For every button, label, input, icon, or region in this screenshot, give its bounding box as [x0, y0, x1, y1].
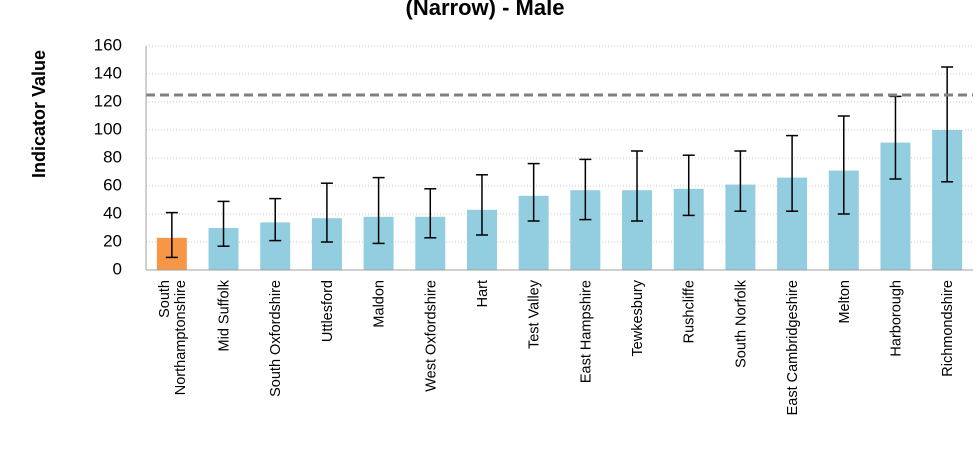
- error-bar: [527, 162, 540, 222]
- y-tick-label: 160: [94, 35, 122, 54]
- x-tick-label: East Hampshire: [578, 280, 594, 383]
- x-tick-label-line: East Hampshire: [578, 280, 594, 383]
- x-tick-label: SouthNorthamptonshire: [157, 280, 189, 395]
- x-tick-label: Melton: [837, 280, 853, 324]
- x-tick-label: Uttlesford: [320, 280, 336, 342]
- y-tick-label: 120: [94, 91, 122, 110]
- x-tick-label-line: Melton: [837, 280, 853, 324]
- error-bar: [786, 134, 799, 212]
- x-tick-label-line: Hart: [475, 280, 491, 307]
- x-tick-label: South Oxfordshire: [268, 280, 284, 397]
- error-bar: [682, 154, 695, 217]
- x-tick-label-line: Northamptonshire: [173, 280, 189, 395]
- error-bar: [631, 150, 644, 222]
- x-tick-label: East Cambridgeshire: [785, 280, 801, 415]
- x-tick-label-line: Richmondshire: [940, 280, 956, 377]
- x-tick-label-line: Tewkesbury: [630, 279, 646, 356]
- error-bar: [372, 176, 385, 245]
- y-tick-label: 0: [113, 259, 122, 278]
- category-labels: SouthNorthamptonshire Mid Suffolk South Ox…: [157, 279, 956, 415]
- error-bar: [475, 174, 488, 236]
- x-tick-label-line: Harborough: [888, 280, 904, 357]
- x-tick-label: Maldon: [372, 280, 388, 328]
- error-bar: [734, 150, 747, 212]
- error-bars: [165, 66, 954, 259]
- y-tick-label: 140: [94, 63, 122, 82]
- chart-title: (Narrow) - Male: [406, 0, 565, 20]
- error-bar: [269, 197, 282, 242]
- x-tick-label-line: Maldon: [372, 280, 388, 328]
- axes: [145, 46, 973, 271]
- x-tick-label: Harborough: [888, 280, 904, 357]
- x-tick-label: Test Valley: [527, 279, 543, 349]
- y-axis-label: Indicator Value: [29, 50, 49, 178]
- x-tick-label: South Norfolk: [733, 279, 749, 368]
- x-tick-label: Tewkesbury: [630, 279, 646, 356]
- x-tick-label-line: Test Valley: [527, 279, 543, 349]
- error-bar: [941, 66, 954, 183]
- error-bar: [837, 115, 850, 215]
- x-tick-label: West Oxfordshire: [423, 280, 439, 392]
- x-tick-label-line: South: [157, 280, 173, 318]
- x-tick-label-line: Rushcliffe: [682, 280, 698, 343]
- x-tick-label-line: Mid Suffolk: [217, 279, 233, 351]
- error-bar: [424, 188, 437, 239]
- error-bar: [217, 200, 230, 247]
- x-tick-label: Hart: [475, 280, 491, 307]
- x-tick-label-line: East Cambridgeshire: [785, 280, 801, 415]
- x-tick-label: Rushcliffe: [682, 280, 698, 343]
- x-tick-label: Richmondshire: [940, 280, 956, 377]
- error-bar: [320, 182, 333, 243]
- x-tick-label-line: South Norfolk: [733, 279, 749, 368]
- y-axis-ticks: 0 20 40 60 80 100 120 140 160: [94, 35, 122, 278]
- x-tick-label-line: West Oxfordshire: [423, 280, 439, 392]
- error-bar: [579, 158, 592, 221]
- y-tick-label: 100: [94, 119, 122, 138]
- y-tick-label: 20: [103, 231, 122, 250]
- y-tick-label: 60: [103, 175, 122, 194]
- x-tick-label: Mid Suffolk: [217, 279, 233, 351]
- y-tick-label: 40: [103, 203, 122, 222]
- x-tick-label-line: Uttlesford: [320, 280, 336, 342]
- bars: [156, 130, 963, 270]
- error-bar: [165, 211, 178, 259]
- x-tick-label-line: South Oxfordshire: [268, 280, 284, 397]
- y-tick-label: 80: [103, 147, 122, 166]
